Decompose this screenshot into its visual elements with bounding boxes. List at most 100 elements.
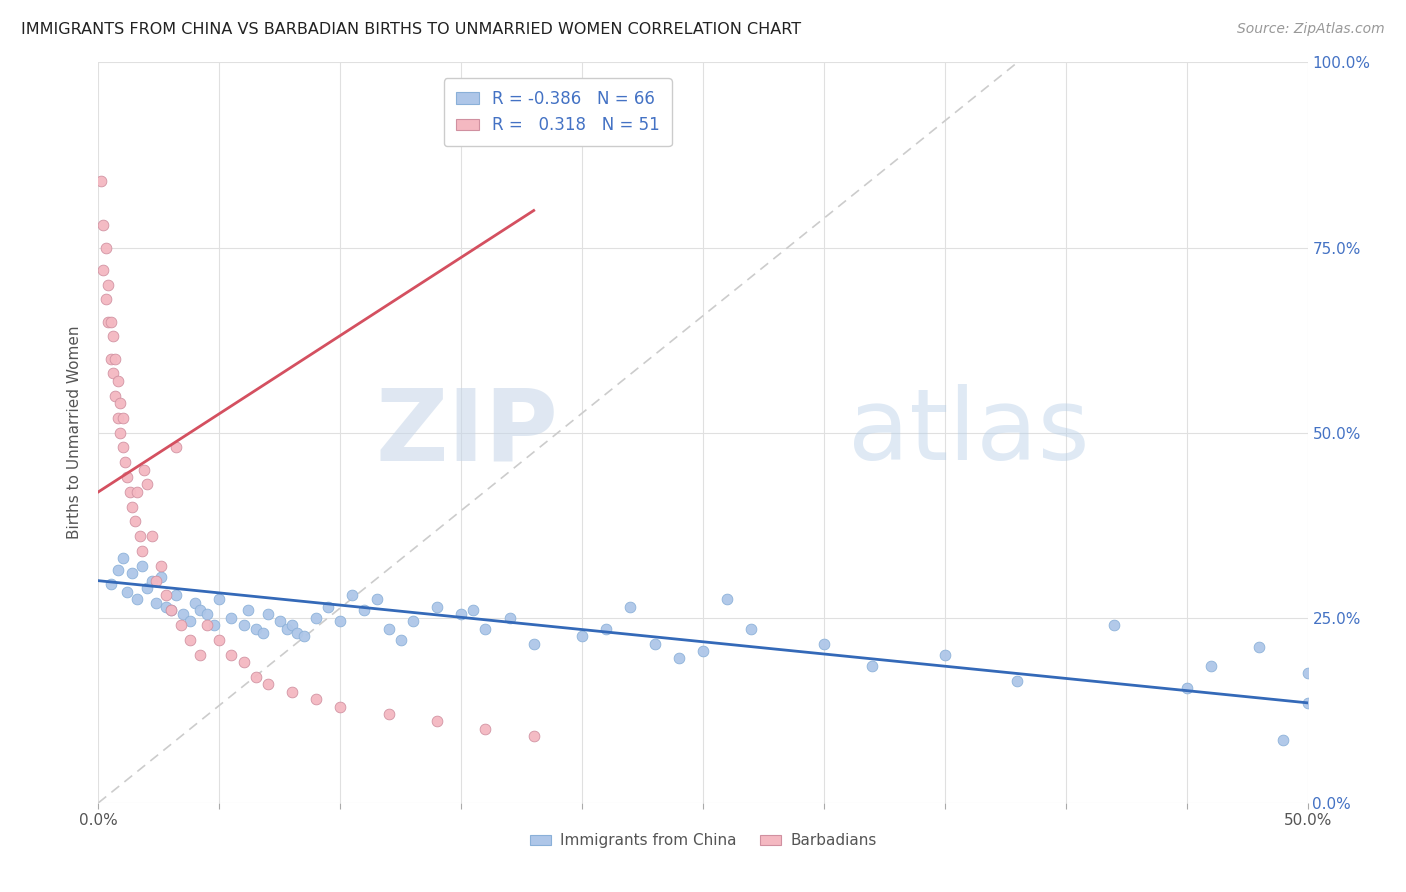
Point bbox=[104, 351, 127, 366]
Point bbox=[150, 570, 173, 584]
Point bbox=[111, 410, 134, 425]
Point bbox=[150, 558, 173, 573]
Point bbox=[101, 329, 124, 343]
Point bbox=[135, 477, 157, 491]
Point bbox=[204, 618, 226, 632]
Point bbox=[256, 677, 278, 691]
Point bbox=[221, 610, 243, 624]
Point bbox=[934, 648, 956, 662]
Point bbox=[1272, 732, 1295, 747]
Point bbox=[91, 219, 114, 233]
Point bbox=[94, 293, 117, 307]
Point bbox=[131, 544, 153, 558]
Point bbox=[108, 396, 131, 410]
Point bbox=[860, 658, 883, 673]
Point bbox=[571, 629, 593, 643]
Point bbox=[94, 240, 117, 255]
Point bbox=[342, 589, 364, 603]
Point bbox=[463, 603, 485, 617]
Y-axis label: Births to Unmarried Women: Births to Unmarried Women bbox=[67, 326, 83, 540]
Point bbox=[389, 632, 412, 647]
Point bbox=[134, 462, 156, 476]
Point bbox=[316, 599, 339, 614]
Point bbox=[221, 648, 243, 662]
Point bbox=[716, 592, 738, 607]
Point bbox=[111, 551, 134, 566]
Point bbox=[100, 577, 122, 591]
Point bbox=[107, 374, 129, 388]
Text: atlas: atlas bbox=[848, 384, 1090, 481]
Point bbox=[128, 529, 150, 543]
Point bbox=[104, 388, 127, 402]
Point bbox=[90, 174, 112, 188]
Point bbox=[117, 470, 139, 484]
Point bbox=[377, 706, 399, 721]
Point bbox=[195, 618, 218, 632]
Point bbox=[1296, 666, 1319, 681]
Point bbox=[124, 515, 146, 529]
Point bbox=[97, 277, 120, 292]
Point bbox=[595, 622, 617, 636]
Point bbox=[245, 622, 267, 636]
Point bbox=[155, 599, 177, 614]
Point bbox=[107, 410, 129, 425]
Point bbox=[127, 484, 149, 499]
Point bbox=[179, 632, 201, 647]
Point bbox=[107, 563, 129, 577]
Point bbox=[281, 685, 304, 699]
Legend: Immigrants from China, Barbadians: Immigrants from China, Barbadians bbox=[523, 827, 883, 855]
Point bbox=[160, 603, 183, 617]
Point bbox=[245, 670, 267, 684]
Point bbox=[692, 644, 714, 658]
Point bbox=[141, 529, 163, 543]
Point bbox=[813, 637, 835, 651]
Point bbox=[169, 618, 191, 632]
Point bbox=[131, 558, 153, 573]
Point bbox=[188, 648, 211, 662]
Point bbox=[135, 581, 157, 595]
Point bbox=[141, 574, 163, 588]
Point bbox=[121, 500, 143, 514]
Point bbox=[1199, 658, 1222, 673]
Text: ZIP: ZIP bbox=[375, 384, 558, 481]
Point bbox=[305, 692, 328, 706]
Point bbox=[208, 632, 231, 647]
Point bbox=[155, 589, 177, 603]
Point bbox=[450, 607, 472, 621]
Point bbox=[108, 425, 131, 440]
Point bbox=[402, 615, 425, 629]
Point bbox=[619, 599, 641, 614]
Point bbox=[145, 596, 167, 610]
Point bbox=[1175, 681, 1198, 695]
Point bbox=[329, 615, 352, 629]
Point bbox=[292, 629, 315, 643]
Point bbox=[232, 618, 254, 632]
Point bbox=[523, 729, 546, 743]
Point bbox=[256, 607, 278, 621]
Point bbox=[740, 622, 762, 636]
Point bbox=[165, 441, 187, 455]
Point bbox=[426, 714, 449, 729]
Point bbox=[179, 615, 201, 629]
Point bbox=[114, 455, 136, 469]
Point bbox=[281, 618, 304, 632]
Point bbox=[101, 367, 124, 381]
Point bbox=[127, 592, 149, 607]
Point bbox=[172, 607, 194, 621]
Point bbox=[1249, 640, 1271, 655]
Point bbox=[523, 637, 546, 651]
Point bbox=[195, 607, 218, 621]
Point bbox=[305, 610, 328, 624]
Text: Source: ZipAtlas.com: Source: ZipAtlas.com bbox=[1237, 22, 1385, 37]
Point bbox=[91, 262, 114, 277]
Point bbox=[474, 722, 496, 736]
Point bbox=[111, 441, 134, 455]
Point bbox=[276, 622, 298, 636]
Point bbox=[232, 655, 254, 669]
Point bbox=[644, 637, 666, 651]
Point bbox=[252, 625, 274, 640]
Point bbox=[498, 610, 520, 624]
Point bbox=[145, 574, 167, 588]
Point bbox=[188, 603, 211, 617]
Point bbox=[1296, 696, 1319, 710]
